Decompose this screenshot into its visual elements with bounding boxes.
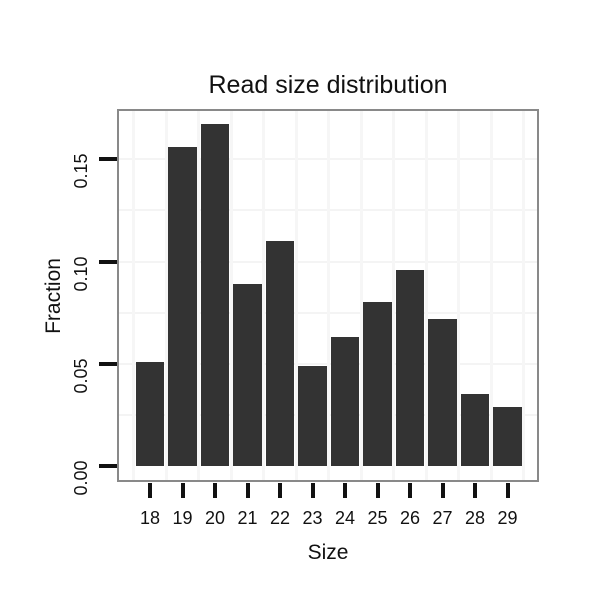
x-axis-title: Size	[307, 541, 349, 564]
x-tick-19	[180, 483, 185, 498]
x-tick-label-21: 21	[237, 508, 258, 528]
x-tick-label-25: 25	[367, 508, 388, 528]
x-tick-27	[440, 483, 445, 498]
x-tick-label-26: 26	[399, 508, 421, 528]
y-tick-label-0.05: 0.05	[71, 358, 91, 394]
gridline-vertical	[424, 111, 428, 480]
x-tick-23	[310, 483, 315, 498]
bar-size-27	[428, 318, 457, 466]
x-tick-label-24: 24	[334, 508, 356, 528]
bar-size-18	[135, 361, 165, 466]
x-tick-label-29: 29	[497, 508, 518, 528]
bar-size-22	[265, 241, 295, 466]
gridline-vertical	[164, 111, 168, 480]
bar-size-20	[200, 124, 230, 466]
gridline-vertical	[132, 111, 136, 480]
gridline-vertical	[392, 111, 396, 480]
y-tick-0.05	[99, 361, 117, 366]
y-axis-title: Fraction	[42, 258, 65, 334]
gridline-vertical	[327, 111, 331, 480]
bar-size-25	[363, 302, 392, 466]
x-tick-label-19: 19	[172, 508, 193, 528]
x-tick-25	[375, 483, 380, 498]
y-tick-0.15	[99, 157, 117, 162]
gridline-vertical	[359, 111, 363, 480]
gridline-vertical	[489, 111, 493, 480]
bar-size-29	[493, 406, 522, 466]
bar-size-21	[233, 283, 262, 466]
x-tick-26	[408, 483, 412, 498]
x-tick-24	[343, 483, 347, 498]
gridline-vertical	[294, 111, 298, 480]
y-tick-0.00	[99, 464, 117, 468]
gridline-vertical	[197, 111, 201, 480]
gridline-vertical	[262, 111, 266, 480]
y-tick-0.10	[99, 259, 117, 264]
gridline-vertical	[229, 111, 233, 480]
bar-size-23	[298, 365, 327, 466]
bar-size-19	[168, 146, 197, 466]
x-tick-21	[245, 483, 250, 498]
x-tick-label-22: 22	[269, 508, 291, 528]
y-tick-label-0.15: 0.15	[71, 153, 91, 189]
x-tick-29	[505, 483, 510, 498]
x-tick-20	[213, 483, 217, 498]
x-tick-label-18: 18	[139, 508, 161, 528]
x-tick-label-20: 20	[204, 508, 226, 528]
x-tick-22	[278, 483, 282, 498]
x-tick-label-23: 23	[302, 508, 323, 528]
gridline-vertical	[457, 111, 461, 480]
bar-size-24	[330, 337, 360, 466]
x-tick-label-27: 27	[432, 508, 453, 528]
y-tick-label-0.00: 0.00	[71, 460, 91, 496]
bar-size-26	[395, 269, 425, 466]
x-tick-label-28: 28	[464, 508, 486, 528]
x-tick-18	[148, 483, 152, 498]
bar-size-28	[460, 394, 490, 466]
gridline-vertical	[522, 111, 526, 480]
chart-title: Read size distribution	[208, 71, 448, 99]
x-tick-28	[473, 483, 477, 498]
